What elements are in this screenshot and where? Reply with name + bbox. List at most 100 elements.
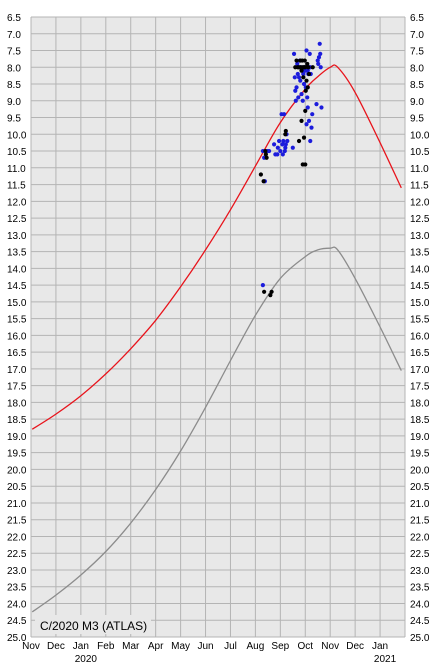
y-tick-label-right: 15.0 — [410, 298, 430, 309]
y-tick-label-right: 23.5 — [410, 583, 430, 594]
y-tick-label-left: 11.0 — [7, 164, 26, 175]
y-tick-label-left: 6.5 — [7, 13, 21, 24]
plot-background — [31, 17, 405, 637]
observation-point-blue — [310, 112, 315, 117]
observation-point-black — [283, 128, 288, 134]
observation-point-blue — [294, 85, 299, 90]
observation-point-blue — [304, 122, 309, 127]
observation-point-black — [264, 155, 269, 160]
y-tick-label-left: 7.0 — [7, 30, 21, 41]
observation-point-blue — [301, 81, 307, 87]
y-tick-label-right: 11.0 — [410, 164, 429, 175]
observation-point-blue — [272, 142, 277, 147]
observation-point-black — [262, 289, 267, 294]
x-tick-label: Jan — [73, 641, 89, 652]
observation-point-black — [268, 293, 273, 298]
y-tick-label-left: 15.0 — [7, 298, 27, 309]
y-tick-label-right: 23.0 — [410, 566, 430, 577]
observation-point-blue — [260, 283, 265, 288]
observation-point-black — [263, 148, 268, 154]
observation-point-black — [299, 118, 304, 123]
observation-point-blue — [292, 75, 297, 80]
observation-point-blue — [315, 58, 320, 63]
y-tick-label-right: 20.5 — [410, 482, 430, 493]
observation-point-blue — [280, 152, 285, 157]
observation-point-black — [261, 179, 266, 184]
observation-point-blue — [305, 68, 310, 73]
grid-lines — [30, 16, 406, 638]
y-tick-label-right: 19.0 — [410, 432, 430, 443]
y-tick-label-left: 10.5 — [7, 147, 27, 158]
observation-point-black — [304, 78, 309, 83]
y-tick-label-right: 22.5 — [410, 549, 430, 560]
observation-point-blue — [299, 91, 304, 97]
y-tick-label-right: 16.0 — [410, 331, 430, 342]
y-tick-label-left: 21.0 — [7, 499, 27, 510]
y-tick-label-left: 21.5 — [7, 516, 27, 527]
year-label: 2021 — [374, 654, 397, 665]
y-tick-label-left: 20.5 — [7, 482, 27, 493]
observation-point-blue — [290, 145, 295, 150]
observation-point-blue — [276, 138, 282, 144]
y-tick-label-right: 18.0 — [410, 398, 430, 409]
y-tick-label-right: 18.5 — [410, 415, 430, 426]
y-tick-label-left: 12.0 — [7, 197, 27, 208]
observation-point-blue — [275, 152, 280, 157]
observation-point-blue — [281, 138, 286, 144]
y-tick-label-left: 24.5 — [7, 616, 27, 627]
y-tick-label-left: 22.0 — [7, 532, 27, 543]
observation-point-blue — [293, 88, 298, 93]
observation-point-black — [303, 162, 308, 167]
observation-point-black — [283, 132, 288, 137]
y-tick-label-left: 19.0 — [7, 432, 27, 443]
y-tick-label-left: 8.5 — [7, 80, 21, 91]
y-tick-label-left: 14.0 — [7, 264, 27, 275]
observation-point-black — [258, 172, 263, 177]
y-tick-label-left: 15.5 — [7, 315, 27, 326]
y-tick-label-left: 19.5 — [7, 449, 27, 460]
y-tick-label-left: 24.0 — [7, 599, 27, 610]
observation-point-blue — [281, 112, 287, 117]
observation-point-blue — [283, 145, 288, 150]
y-tick-label-right: 10.0 — [410, 130, 430, 141]
observation-point-blue — [301, 71, 306, 77]
y-tick-label-left: 23.0 — [7, 566, 27, 577]
observation-point-blue — [318, 65, 323, 70]
observation-point-black — [306, 71, 312, 77]
observation-point-black — [299, 68, 304, 73]
observation-point-black — [303, 108, 308, 113]
curves — [31, 64, 402, 613]
observation-point-black — [296, 138, 302, 144]
y-tick-label-left: 16.0 — [7, 331, 27, 342]
chart-title: C/2020 M3 (ATLAS) — [40, 619, 147, 633]
y-tick-label-right: 9.0 — [410, 97, 424, 108]
nuclear-magnitude-curve — [31, 246, 402, 613]
y-tick-label-left: 11.5 — [7, 181, 26, 192]
observation-points — [258, 41, 324, 298]
y-tick-labels-left: 6.5 7.0 7.5 8.0 8.5 9.0 9.5 10.0 10.5 11.0 11.5 12.… — [7, 13, 27, 644]
observation-point-blue — [291, 51, 297, 56]
observation-point-blue — [318, 51, 323, 56]
observation-point-blue — [305, 105, 310, 110]
x-tick-label: Dec — [346, 641, 364, 652]
observation-point-blue — [295, 61, 300, 67]
y-tick-label-left: 20.0 — [7, 465, 27, 476]
observation-point-blue — [309, 125, 314, 130]
x-tick-label: Nov — [321, 641, 339, 652]
y-tick-label-right: 16.5 — [410, 348, 430, 359]
y-tick-label-right: 22.0 — [410, 532, 430, 543]
y-tick-label-right: 9.5 — [410, 114, 424, 125]
y-tick-label-right: 7.5 — [410, 47, 424, 58]
observation-point-black — [263, 152, 268, 157]
observation-point-blue — [304, 48, 309, 53]
y-tick-label-right: 8.0 — [410, 63, 424, 74]
y-tick-label-right: 7.0 — [410, 30, 424, 41]
y-tick-label-right: 24.0 — [410, 599, 430, 610]
y-tick-label-left: 10.0 — [7, 130, 27, 141]
x-tick-label: Aug — [247, 641, 265, 652]
x-tick-labels: Nov Dec Jan Feb Mar Apr May Jun Jul Aug Sep Oct Nov D… — [22, 641, 388, 652]
observation-point-blue — [316, 55, 322, 60]
y-tick-label-left: 23.5 — [7, 583, 27, 594]
y-tick-labels-right: 6.5 7.0 7.5 8.0 8.5 9.0 9.5 10.0 10.5 11.0 11.5 12.… — [410, 13, 430, 644]
observation-point-blue — [305, 95, 310, 100]
